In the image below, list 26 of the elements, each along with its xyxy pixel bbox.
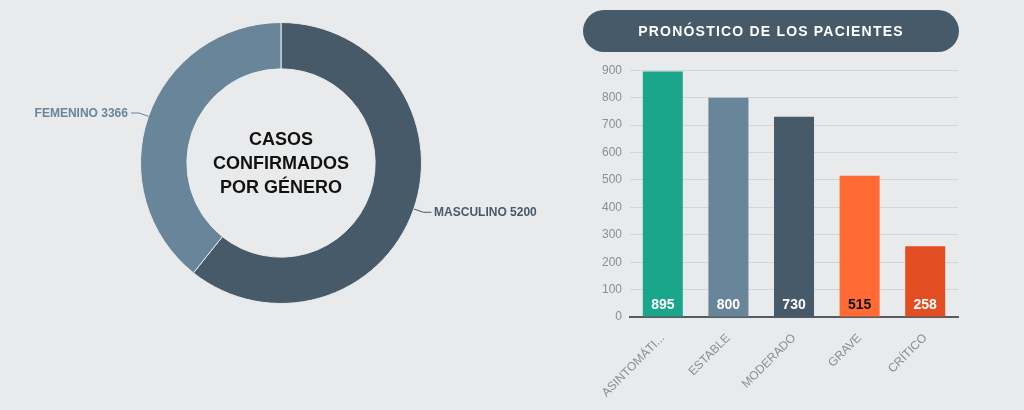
bar bbox=[905, 246, 946, 317]
y-tick-label: 200 bbox=[601, 254, 623, 269]
bar bbox=[774, 116, 815, 317]
text: CASOS CONFIRMADOS POR GÉNERO bbox=[212, 128, 350, 199]
y-tick-label: 900 bbox=[601, 62, 623, 77]
y-tick-label: 300 bbox=[601, 227, 623, 242]
y-tick-label: 500 bbox=[601, 172, 623, 187]
bar bbox=[839, 175, 880, 317]
data-label: 3366 bbox=[101, 105, 129, 120]
data-label: 800 bbox=[716, 296, 741, 313]
y-tick-label: 400 bbox=[601, 199, 623, 214]
y-tick-label: 100 bbox=[601, 281, 623, 296]
data-label: 895 bbox=[651, 296, 675, 313]
data-label: 258 bbox=[913, 296, 938, 313]
bar bbox=[708, 97, 749, 317]
data-label: 730 bbox=[782, 296, 806, 313]
chart-title: PRONÓSTICO DE LOS PACIENTES bbox=[583, 10, 959, 52]
y-tick-label: 600 bbox=[601, 144, 623, 159]
slice-label: FEMENINO bbox=[34, 105, 98, 120]
y-tick-label: 800 bbox=[601, 89, 623, 104]
bar bbox=[642, 71, 683, 317]
y-tick-label: 700 bbox=[601, 117, 623, 132]
y-tick-label: 0 bbox=[615, 309, 623, 324]
slice-label: MASCULINO bbox=[434, 204, 507, 219]
data-label: 5200 bbox=[510, 204, 538, 219]
data-label: 515 bbox=[847, 296, 872, 313]
